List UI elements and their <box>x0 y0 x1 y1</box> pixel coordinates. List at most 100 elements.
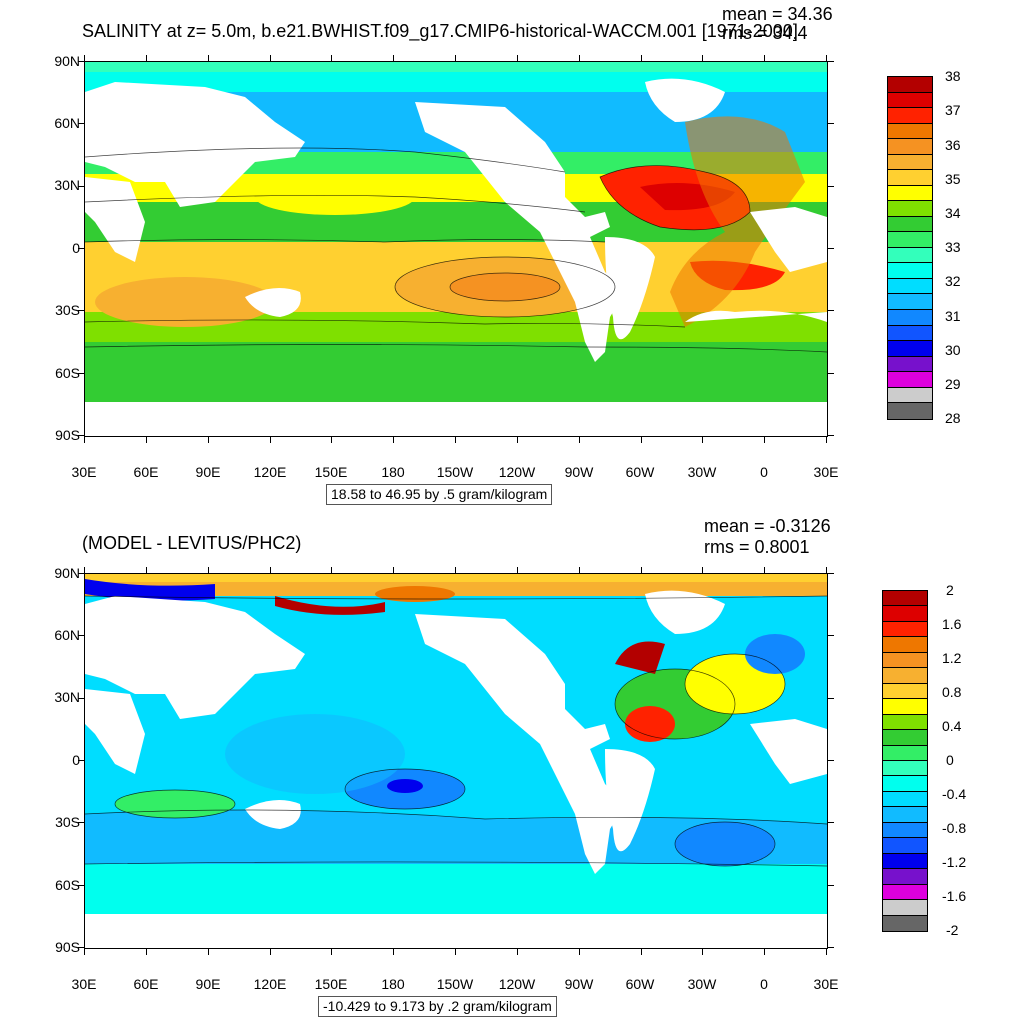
colorbar-swatch <box>883 853 927 870</box>
colorbar-label: 38 <box>945 68 961 84</box>
axis-tick <box>269 949 271 955</box>
axis-tick <box>516 437 518 443</box>
x-tick-label: 60E <box>133 464 159 480</box>
axis-tick <box>828 697 834 699</box>
axis-tick <box>455 437 456 443</box>
axis-tick <box>331 437 333 443</box>
colorbar-label: -2 <box>946 922 959 938</box>
axis-tick <box>78 123 84 125</box>
axis-tick <box>78 372 84 374</box>
x-tick-label: 150E <box>314 464 348 480</box>
axis-tick <box>516 567 518 573</box>
y-tick-label: 90N <box>54 53 80 69</box>
axis-tick <box>828 884 834 886</box>
x-tick-label: 120E <box>253 976 287 992</box>
axis-tick <box>331 55 333 61</box>
colorbar-label: 34 <box>945 205 961 221</box>
colorbar-swatch <box>888 247 932 264</box>
salinity-map <box>84 61 828 437</box>
axis-tick <box>78 884 84 886</box>
axis-tick <box>331 949 333 955</box>
x-tick-label: 60W <box>625 976 655 992</box>
colorbar-label: 0 <box>946 752 954 768</box>
colorbar-swatch <box>883 683 927 700</box>
axis-tick <box>702 437 704 443</box>
axis-tick <box>828 760 834 761</box>
colorbar-swatch <box>883 869 927 885</box>
x-tick-label: 180 <box>381 464 405 480</box>
axis-tick <box>828 248 834 249</box>
colorbar-swatch <box>883 760 927 777</box>
axis-tick <box>78 248 84 249</box>
colorbar-swatch <box>888 154 932 171</box>
colorbar-swatch <box>883 776 927 792</box>
rms-stat: rms = 0.8001 <box>704 537 810 557</box>
contour-range-label: -10.429 to 9.173 by .2 gram/kilogram <box>318 996 557 1018</box>
colorbar-swatch <box>883 699 927 715</box>
y-tick-label: 90N <box>54 565 80 581</box>
axis-tick <box>828 310 834 312</box>
x-tick-label: 150W <box>436 464 474 480</box>
x-tick-label: 60E <box>133 976 159 992</box>
colorbar-swatch <box>883 915 927 931</box>
axis-tick <box>826 567 827 573</box>
colorbar-swatch <box>888 139 932 155</box>
axis-tick <box>78 947 84 948</box>
axis-tick <box>207 55 209 61</box>
colorbar-swatch <box>883 838 927 854</box>
axis-tick <box>455 567 456 573</box>
colorbar-swatch <box>888 325 932 342</box>
y-tick-label: 60N <box>54 115 80 131</box>
colorbar-label: 35 <box>945 171 961 187</box>
colorbar-swatch <box>888 341 932 357</box>
axis-tick <box>207 437 209 443</box>
colorbar-swatch <box>888 403 932 419</box>
axis-tick <box>393 55 395 61</box>
colorbar-label: 29 <box>945 376 961 392</box>
axis-tick <box>828 822 834 824</box>
axis-tick <box>826 55 827 61</box>
colorbar-swatch <box>888 170 932 186</box>
x-tick-label: 30E <box>813 464 839 480</box>
axis-tick <box>455 55 456 61</box>
colorbar-label: 30 <box>945 342 961 358</box>
axis-tick <box>578 949 580 955</box>
colorbar-swatch <box>888 77 932 93</box>
axis-tick <box>78 635 84 637</box>
axis-tick <box>828 435 834 436</box>
colorbar-swatch <box>883 822 927 839</box>
axis-tick <box>78 310 84 312</box>
axis-tick <box>578 437 580 443</box>
axis-tick <box>828 61 834 62</box>
y-tick-label: 60S <box>55 877 80 893</box>
panel-title: (MODEL - LEVITUS/PHC2) <box>82 533 302 553</box>
x-tick-label: 30E <box>71 464 97 480</box>
contour-range-label: 18.58 to 46.95 by .5 gram/kilogram <box>326 484 553 506</box>
y-tick-label: 30S <box>55 814 80 830</box>
axis-tick <box>764 949 766 955</box>
axis-tick <box>828 185 834 187</box>
x-tick-label: 30W <box>687 464 717 480</box>
colorbar-swatch <box>883 807 927 823</box>
colorbar-swatch <box>888 232 932 248</box>
axis-tick <box>78 435 84 436</box>
colorbar-swatch <box>888 309 932 326</box>
axis-tick <box>826 437 827 443</box>
axis-tick <box>145 949 147 955</box>
axis-tick <box>828 123 834 125</box>
colorbar-swatch <box>883 714 927 731</box>
colorbar-label: 31 <box>945 308 961 324</box>
y-tick-label: 30N <box>54 689 80 705</box>
axis-tick <box>207 949 209 955</box>
axis-tick <box>207 567 209 573</box>
axis-tick <box>269 55 271 61</box>
rms-stat: rms = 34.4 <box>722 23 808 43</box>
x-tick-label: 30E <box>813 976 839 992</box>
colorbar-swatch <box>888 216 932 233</box>
axis-tick <box>269 567 271 573</box>
axis-tick <box>84 55 85 61</box>
salinity-panel: SALINITY at z= 5.0m, b.e21.BWHIST.f09_g1… <box>54 5 961 506</box>
colorbar-swatch <box>888 356 932 373</box>
axis-tick <box>393 437 395 443</box>
x-tick-label: 90E <box>195 464 221 480</box>
